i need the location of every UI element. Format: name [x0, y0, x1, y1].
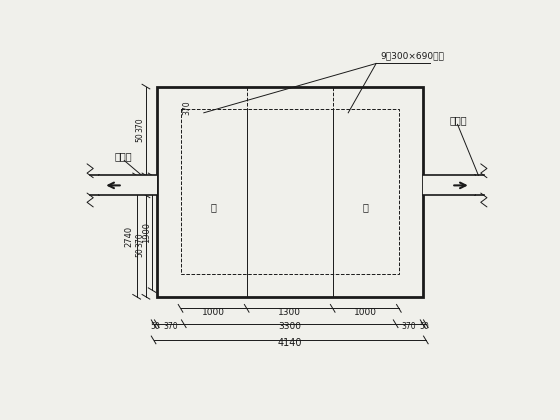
Text: 50: 50	[150, 322, 160, 331]
Text: 1000: 1000	[354, 307, 377, 317]
Text: 370: 370	[136, 118, 144, 132]
Text: 370: 370	[182, 100, 191, 115]
Text: 50: 50	[419, 322, 429, 331]
Text: 出水某: 出水某	[114, 152, 132, 162]
Text: 50: 50	[136, 132, 144, 142]
Text: 370: 370	[163, 322, 178, 331]
Text: 1: 1	[440, 183, 447, 193]
Text: 9块300×690盖板: 9块300×690盖板	[380, 51, 444, 60]
Text: 370: 370	[136, 233, 144, 247]
Bar	[180, 109, 399, 274]
Text: 柱: 柱	[211, 202, 217, 212]
Text: 1: 1	[127, 183, 134, 193]
Bar	[157, 87, 423, 297]
Text: 1000: 1000	[202, 307, 225, 317]
Text: 柱: 柱	[363, 202, 368, 212]
Text: 370: 370	[402, 322, 417, 331]
Bar	[423, 176, 474, 195]
Text: 3300: 3300	[278, 322, 301, 331]
Text: 2740: 2740	[124, 226, 133, 247]
Text: 50: 50	[136, 247, 144, 257]
Text: 1300: 1300	[278, 307, 301, 317]
Text: 1900: 1900	[142, 222, 151, 243]
Bar	[100, 176, 157, 195]
Text: 4140: 4140	[277, 338, 302, 348]
Text: 进水某: 进水某	[450, 115, 468, 125]
